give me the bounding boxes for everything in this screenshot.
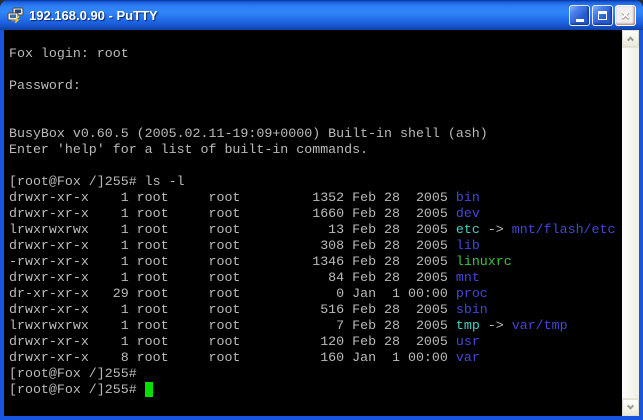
scroll-up-button[interactable] [622,30,639,47]
terminal-text: drwxr-xr-x 1 root root 120 Feb 28 2005 [9,334,456,349]
terminal-text: Enter 'help' for a list of built-in comm… [9,142,369,157]
terminal-line: dr-xr-xr-x 29 root root 0 Jan 1 00:00 pr… [9,286,622,302]
terminal-text: [root@Fox /]255# [9,366,137,381]
terminal-line: BusyBox v0.60.5 (2005.02.11-19:09+0000) … [9,126,622,142]
terminal-line: [root@Fox /]255# [9,382,622,398]
scroll-down-button[interactable] [622,399,639,416]
terminal-text: Fox login: root [9,46,129,61]
terminal-text: drwxr-xr-x 1 root root 516 Feb 28 2005 [9,302,456,317]
putty-icon [7,7,24,23]
maximize-button[interactable] [592,5,613,26]
terminal-line [9,398,622,414]
close-icon: × [621,7,630,24]
terminal-text: var [455,350,480,365]
minimize-button[interactable] [569,5,590,26]
terminal-line: drwxr-xr-x 1 root root 84 Feb 28 2005 mn… [9,270,622,286]
terminal-line: Fox login: root [9,46,622,62]
chevron-down-icon [626,402,635,410]
terminal-text: dev [455,206,480,221]
terminal-text: etc [455,222,480,237]
terminal-line: Password: [9,78,622,94]
terminal-text: proc [455,286,488,301]
terminal-line: drwxr-xr-x 1 root root 308 Feb 28 2005 l… [9,238,622,254]
title-bar[interactable]: 192.168.0.90 - PuTTY × [0,0,643,30]
terminal-line: [root@Fox /]255# [9,366,622,382]
scrollbar-thumb[interactable] [622,47,639,399]
terminal-text: [root@Fox /]255# ls -l [9,174,185,189]
terminal-line: Enter 'help' for a list of built-in comm… [9,142,622,158]
terminal-text: drwxr-xr-x 8 root root 160 Jan 1 00:00 [9,350,456,365]
terminal-text: -> [479,318,512,333]
terminal-text: drwxr-xr-x 1 root root 84 Feb 28 2005 [9,270,456,285]
terminal-text: tmp [455,318,480,333]
terminal-cursor [144,382,153,397]
terminal-text: -> [479,222,512,237]
scrollbar[interactable] [622,30,639,416]
terminal-line [9,94,622,110]
terminal-text: mnt [455,270,480,285]
close-button[interactable]: × [615,5,636,26]
terminal-text: -rwxr-xr-x 1 root root 1346 Feb 28 2005 [9,254,456,269]
terminal-text: lrwxrwxrwx 1 root root 13 Feb 28 2005 [9,222,456,237]
terminal-text: mnt/flash/etc [511,222,616,237]
terminal-text: [root@Fox /]255# [9,382,145,397]
terminal-client-area: Fox login: root Password: BusyBox v0.60.5 … [4,30,639,416]
terminal-line: lrwxrwxrwx 1 root root 13 Feb 28 2005 et… [9,222,622,238]
maximize-icon [598,11,607,20]
terminal-text: BusyBox v0.60.5 (2005.02.11-19:09+0000) … [9,126,488,141]
terminal-text: dr-xr-xr-x 29 root root 0 Jan 1 00:00 [9,286,456,301]
terminal-line: drwxr-xr-x 1 root root 516 Feb 28 2005 s… [9,302,622,318]
terminal-line [9,110,622,126]
terminal-line: drwxr-xr-x 8 root root 160 Jan 1 00:00 v… [9,350,622,366]
terminal-screen[interactable]: Fox login: root Password: BusyBox v0.60.5 … [4,30,622,416]
terminal-text: drwxr-xr-x 1 root root 1352 Feb 28 2005 [9,190,456,205]
terminal-line: lrwxrwxrwx 1 root root 7 Feb 28 2005 tmp… [9,318,622,334]
terminal-text: lrwxrwxrwx 1 root root 7 Feb 28 2005 [9,318,456,333]
terminal-line [9,30,622,46]
terminal-text: var/tmp [511,318,568,333]
minimize-icon [575,19,584,22]
terminal-text: sbin [455,302,488,317]
terminal-line: drwxr-xr-x 1 root root 1352 Feb 28 2005 … [9,190,622,206]
terminal-text: usr [455,334,480,349]
terminal-text: Password: [9,78,81,93]
terminal-text: drwxr-xr-x 1 root root 1660 Feb 28 2005 [9,206,456,221]
window-controls: × [569,5,636,26]
terminal-line: -rwxr-xr-x 1 root root 1346 Feb 28 2005 … [9,254,622,270]
chevron-up-icon [626,36,635,44]
terminal-text: lib [455,238,480,253]
terminal-line: drwxr-xr-x 1 root root 1660 Feb 28 2005 … [9,206,622,222]
terminal-line: drwxr-xr-x 1 root root 120 Feb 28 2005 u… [9,334,622,350]
terminal-text: linuxrc [455,254,512,269]
terminal-line: [root@Fox /]255# ls -l [9,174,622,190]
terminal-text: bin [455,190,480,205]
window-title: 192.168.0.90 - PuTTY [29,7,158,23]
terminal-line [9,158,622,174]
terminal-line [9,62,622,78]
terminal-text: drwxr-xr-x 1 root root 308 Feb 28 2005 [9,238,456,253]
